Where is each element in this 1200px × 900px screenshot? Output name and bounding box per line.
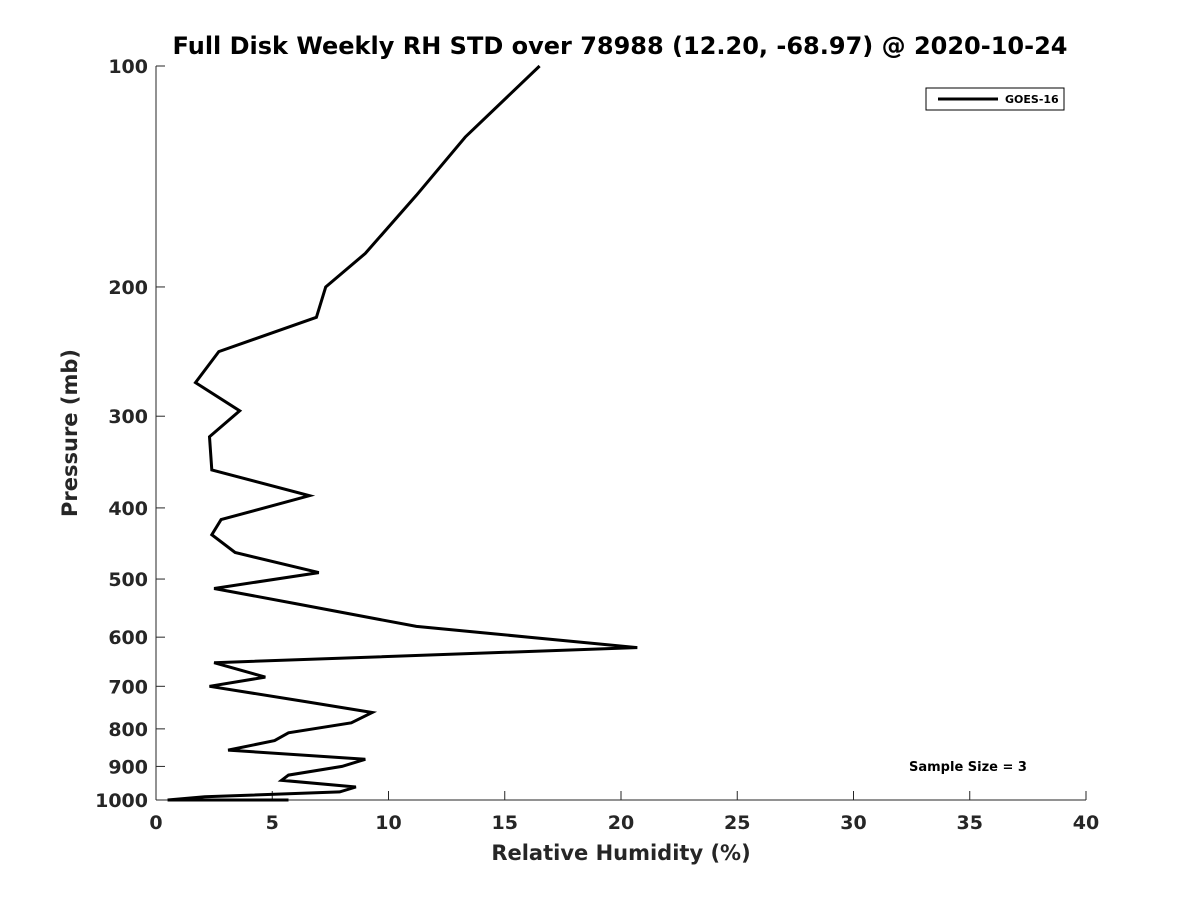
y-ticks: 100 200 300 400 500 600 700 800 900 1000 <box>95 56 165 812</box>
legend-label-goes-16: GOES-16 <box>1005 93 1059 106</box>
y-tick-label: 500 <box>108 569 148 591</box>
x-axis-label: Relative Humidity (%) <box>491 841 750 865</box>
x-tick-label: 20 <box>608 812 634 834</box>
sample-size-annotation: Sample Size = 3 <box>909 760 1027 775</box>
x-tick-label: 40 <box>1073 812 1099 834</box>
x-tick-label: 0 <box>149 812 162 834</box>
x-tick-label: 15 <box>492 812 518 834</box>
y-tick-label: 100 <box>108 56 148 78</box>
y-tick-label: 800 <box>108 719 148 741</box>
y-tick-label: 300 <box>108 406 148 428</box>
y-tick-label: 400 <box>108 498 148 520</box>
x-ticks: 0 5 10 15 20 25 30 35 40 <box>149 791 1099 834</box>
y-tick-label: 1000 <box>95 790 148 812</box>
x-tick-label: 25 <box>724 812 750 834</box>
x-tick-label: 5 <box>266 812 279 834</box>
y-axis-label: Pressure (mb) <box>58 349 82 517</box>
y-tick-label: 700 <box>108 676 148 698</box>
series-line-goes-16 <box>167 64 638 802</box>
x-tick-label: 10 <box>375 812 401 834</box>
legend: GOES-16 <box>925 87 1065 111</box>
x-tick-label: 30 <box>840 812 866 834</box>
series-layer <box>167 64 638 802</box>
y-tick-label: 200 <box>108 277 148 299</box>
y-tick-label: 600 <box>108 627 148 649</box>
x-tick-label: 35 <box>957 812 983 834</box>
y-tick-label: 900 <box>108 756 148 778</box>
chart-title: Full Disk Weekly RH STD over 78988 (12.2… <box>173 32 1068 60</box>
